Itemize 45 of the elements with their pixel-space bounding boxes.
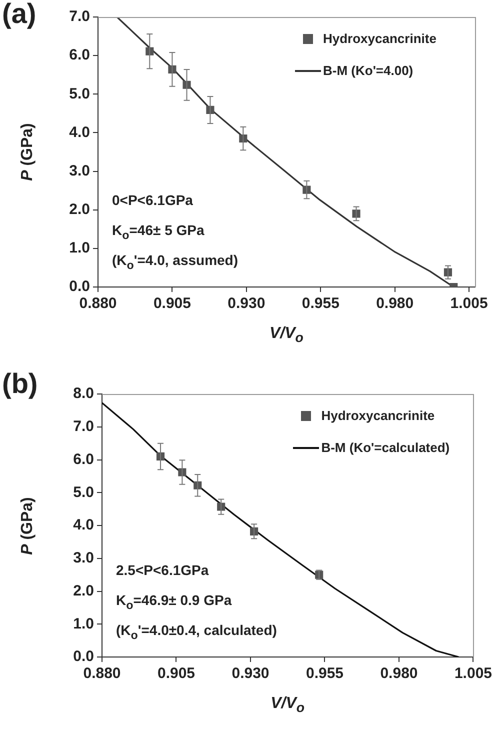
y-tick-label: 7.0 [73, 418, 94, 436]
y-axis-title: P (GPa) [18, 123, 37, 181]
annotation: (K$_{o}$'=4.0±0.4, calculated) [116, 622, 277, 642]
annotation: 2.5<P<6.1GPa [116, 562, 209, 578]
chart-title: (a) [2, 0, 36, 30]
x-tick-label: 0.955 [306, 665, 344, 682]
y-tick-label: 7.0 [69, 8, 90, 26]
y-tick-label: 4.0 [69, 124, 90, 141]
annotation: 0<P<6.1GPa [112, 192, 193, 208]
x-tick-label: 0.930 [232, 665, 270, 682]
legend-label: B-M (Ko'=4.00) [323, 63, 414, 78]
x-tick-label: 0.880 [79, 295, 117, 312]
x-axis-title: V/V$_{o}$ [270, 325, 304, 346]
legend-label: B-M (Ko'=calculated) [321, 440, 450, 455]
x-tick-label: 0.930 [228, 295, 266, 312]
y-tick-label: 1.0 [73, 615, 94, 632]
y-tick-label: 8.0 [73, 385, 94, 402]
y-tick-label: 5.0 [69, 85, 90, 102]
y-tick-label: 6.0 [73, 450, 94, 468]
x-tick-label: 0.980 [376, 295, 414, 312]
legend-label: Hydroxycancrinite [323, 31, 436, 46]
x-axis-title: V/V$_{o}$ [270, 695, 305, 716]
x-tick-label: 0.905 [153, 295, 191, 312]
x-tick-label: 1.005 [450, 295, 488, 312]
y-tick-label: 1.0 [69, 240, 90, 257]
annotation: (K$_{o}$'=4.0, assumed) [112, 252, 238, 272]
x-tick-label: 0.955 [302, 295, 340, 312]
y-tick-label: 6.0 [69, 46, 90, 64]
y-tick-label: 3.0 [73, 550, 94, 567]
y-tick-label: 4.0 [73, 516, 94, 534]
y-tick-label: 2.0 [73, 582, 94, 600]
annotation: K$_{o}$=46.9± 0.9 GPa [116, 592, 232, 612]
y-tick-label: 5.0 [73, 484, 94, 501]
x-tick-label: 0.905 [157, 665, 196, 682]
y-axis-title: P (GPa) [18, 496, 37, 554]
x-tick-label: 0.980 [380, 665, 418, 682]
y-tick-label: 0.0 [73, 648, 94, 666]
x-tick-label: 0.880 [83, 665, 121, 682]
y-tick-label: 0.0 [69, 278, 90, 296]
legend-label: Hydroxycancrinite [321, 408, 435, 423]
annotation: K$_{o}$=46± 5 GPa [112, 222, 204, 242]
y-tick-label: 3.0 [69, 162, 90, 180]
x-tick-label: 1.005 [454, 665, 492, 682]
chart-title: (b) [2, 368, 38, 400]
y-tick-label: 2.0 [69, 201, 90, 218]
